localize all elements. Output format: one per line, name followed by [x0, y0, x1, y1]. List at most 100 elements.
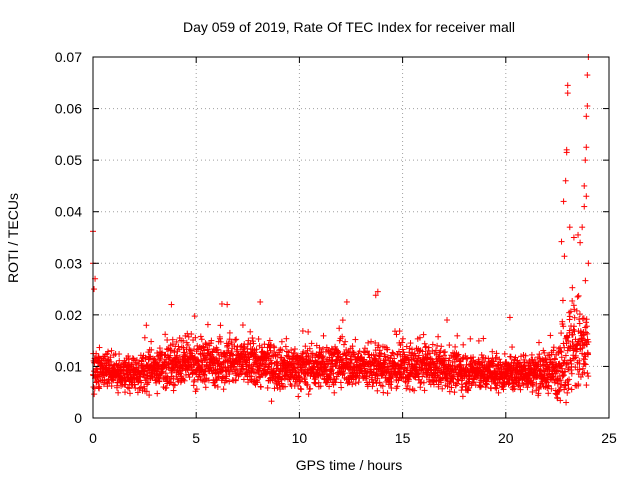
data-point [217, 338, 224, 345]
data-point [528, 351, 535, 358]
data-point [162, 373, 169, 380]
data-point [545, 390, 552, 397]
data-point [122, 389, 129, 396]
data-point [170, 387, 177, 394]
data-point [148, 338, 155, 345]
data-point [331, 389, 338, 396]
data-point [564, 389, 571, 396]
data-point [579, 224, 586, 231]
data-point [566, 376, 573, 383]
data-point [583, 113, 590, 120]
data-point [558, 330, 565, 337]
data-point [126, 390, 133, 397]
data-point [233, 336, 240, 343]
data-point [421, 387, 428, 394]
data-point [535, 339, 542, 346]
data-point [148, 346, 155, 353]
data-point [186, 374, 193, 381]
data-point [459, 393, 466, 400]
data-point [501, 350, 508, 357]
data-point [283, 335, 290, 342]
data-point [128, 361, 135, 368]
y-tick-label: 0.03 [55, 255, 82, 271]
data-point [338, 384, 345, 391]
data-point [208, 337, 215, 344]
data-point [569, 284, 576, 291]
data-point [192, 353, 199, 360]
data-point [240, 376, 247, 383]
x-axis-label: GPS time / hours [296, 457, 403, 473]
data-point [380, 389, 387, 396]
data-point [257, 383, 264, 390]
data-point [226, 329, 233, 336]
data-point [558, 238, 565, 245]
data-point [188, 331, 195, 338]
data-point [108, 358, 115, 365]
data-point [171, 382, 178, 389]
data-point [429, 341, 436, 348]
data-point [108, 382, 115, 389]
data-point [568, 386, 575, 393]
data-point [384, 390, 391, 397]
data-point [180, 337, 187, 344]
data-point [343, 298, 350, 305]
data-point [368, 338, 375, 345]
data-point [219, 360, 226, 367]
data-point [201, 347, 208, 354]
data-point [220, 386, 227, 393]
data-point [162, 331, 169, 338]
data-point [451, 389, 458, 396]
data-point [352, 336, 359, 343]
data-point [96, 383, 103, 390]
data-point [136, 385, 143, 392]
data-point [143, 322, 150, 329]
data-point [559, 297, 566, 304]
data-point [187, 347, 194, 354]
data-point [444, 317, 451, 324]
data-point [217, 322, 224, 329]
data-point [239, 322, 246, 329]
data-point [583, 193, 590, 200]
data-point [571, 314, 578, 321]
data-point [214, 383, 221, 390]
data-point [320, 332, 327, 339]
y-tick-label: 0.02 [55, 307, 82, 323]
data-point [204, 346, 211, 353]
data-point [249, 335, 256, 342]
y-tick-label: 0 [74, 410, 82, 426]
data-point [585, 373, 592, 380]
data-point [339, 317, 346, 324]
data-point [576, 311, 583, 318]
data-point [193, 386, 200, 393]
y-tick-label: 0.06 [55, 101, 82, 117]
x-tick-label: 5 [192, 430, 200, 446]
data-point [355, 379, 362, 386]
data-point [153, 379, 160, 386]
data-point [278, 338, 285, 345]
data-point [184, 342, 191, 349]
data-point [218, 300, 225, 307]
data-point [566, 224, 573, 231]
data-point [563, 399, 570, 406]
data-point [446, 342, 453, 349]
data-point [477, 382, 484, 389]
data-point [153, 368, 160, 375]
data-point [396, 328, 403, 335]
data-point [124, 384, 131, 391]
data-point [145, 379, 152, 386]
data-point [420, 379, 427, 386]
data-point [454, 332, 461, 339]
data-point [212, 382, 219, 389]
data-point [581, 356, 588, 363]
data-point [399, 335, 406, 342]
data-point [547, 332, 554, 339]
y-tick-label: 0.04 [55, 204, 82, 220]
data-point [312, 380, 319, 387]
data-point [342, 338, 349, 345]
data-point [125, 353, 132, 360]
data-point [173, 338, 180, 345]
data-point [291, 346, 298, 353]
data-point [299, 327, 306, 334]
data-point [116, 351, 123, 358]
